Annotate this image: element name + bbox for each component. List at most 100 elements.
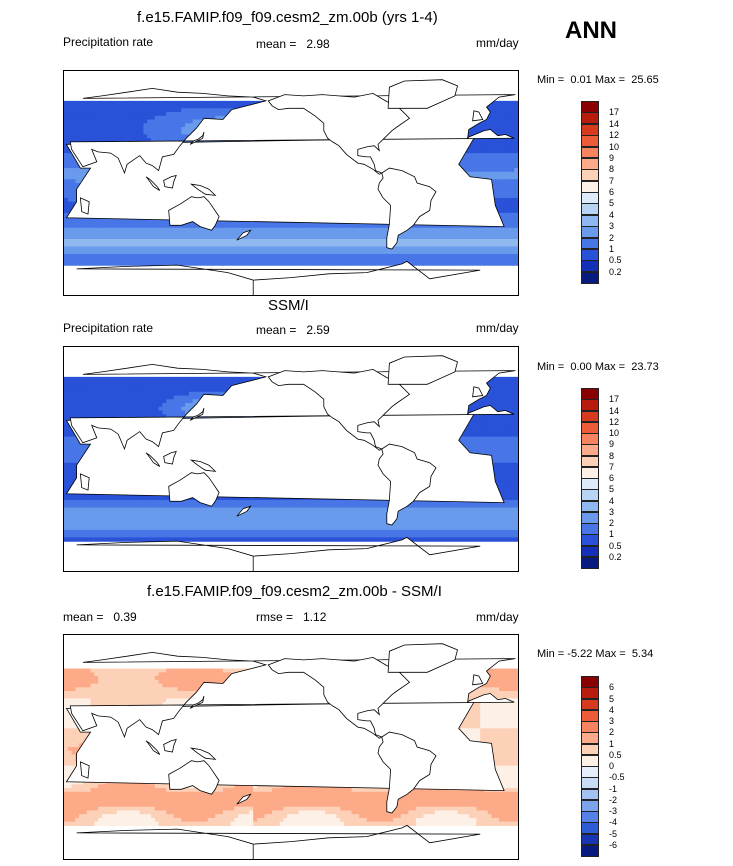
field-cell — [487, 227, 493, 233]
field-cell — [71, 168, 76, 173]
field-cell — [495, 153, 500, 158]
field-cell — [234, 104, 239, 109]
field-cell — [139, 115, 145, 121]
field-cell — [120, 224, 126, 229]
field-cell — [253, 231, 258, 236]
field-cell — [219, 115, 224, 121]
field-cell — [506, 112, 512, 117]
field-cell — [71, 156, 76, 162]
field-cell — [75, 231, 80, 236]
field-cell — [245, 235, 250, 240]
field-cell — [245, 224, 250, 229]
field-cell — [135, 224, 141, 229]
field-cell — [366, 235, 372, 240]
field-cell — [313, 250, 319, 255]
field-cell — [249, 250, 254, 255]
field-cell — [502, 153, 508, 158]
field-cell — [483, 227, 489, 233]
field-cell — [196, 227, 201, 233]
field-cell — [71, 175, 76, 180]
field-cell — [120, 138, 126, 143]
field-cell — [147, 119, 152, 124]
field-cell — [147, 134, 152, 139]
field-cell — [82, 138, 88, 143]
field-cell — [491, 250, 496, 255]
field-cell — [67, 227, 73, 233]
field-cell — [71, 138, 76, 143]
field-cell — [200, 246, 205, 251]
field-cell — [502, 164, 508, 169]
field-cell — [495, 250, 500, 255]
field-cell — [495, 246, 500, 251]
field-cell — [128, 127, 133, 132]
field-cell — [113, 108, 118, 113]
field-cell — [487, 160, 493, 165]
field-cell — [260, 253, 266, 259]
field-cell — [181, 104, 186, 109]
field-cell — [222, 231, 228, 236]
field-cell — [234, 224, 239, 229]
field-cell — [313, 253, 319, 259]
field-cell — [135, 246, 141, 251]
field-cell — [67, 239, 73, 244]
field-cell — [105, 134, 110, 139]
field-cell — [514, 175, 518, 180]
field-cell — [309, 227, 315, 233]
field-cell — [169, 246, 175, 251]
field-cell — [434, 227, 440, 233]
field-cell — [64, 194, 69, 199]
field-cell — [64, 253, 69, 259]
field-cell — [128, 108, 133, 113]
field-cell — [177, 246, 182, 251]
field-cell — [313, 235, 319, 240]
field-cell — [328, 242, 334, 248]
field-cell — [71, 235, 76, 240]
field-cell — [260, 250, 266, 255]
field-cell — [495, 197, 500, 203]
field-cell — [366, 250, 372, 255]
field-cell — [472, 141, 477, 147]
field-cell — [98, 112, 103, 117]
field-cell — [211, 239, 216, 244]
field-cell — [67, 220, 73, 225]
field-cell — [185, 130, 190, 136]
field-cell — [495, 242, 500, 248]
field-cell — [317, 235, 322, 240]
field-cell — [366, 242, 372, 248]
field-cell — [128, 104, 133, 109]
field-cell — [64, 227, 69, 233]
field-cell — [86, 123, 92, 128]
field-cell — [514, 220, 518, 225]
field-cell — [101, 119, 107, 124]
field-cell — [143, 134, 148, 139]
field-cell — [480, 145, 485, 150]
field-cell — [510, 250, 515, 255]
field-cell — [64, 138, 69, 143]
field-cell — [230, 220, 235, 225]
field-cell — [249, 220, 254, 225]
field-cell — [64, 123, 69, 128]
field-cell — [116, 100, 122, 106]
field-cell — [109, 100, 114, 106]
field-cell — [154, 220, 160, 225]
field-cell — [502, 239, 508, 244]
field-cell — [438, 235, 443, 240]
field-cell — [415, 235, 421, 240]
field-cell — [64, 179, 69, 184]
field-cell — [256, 231, 262, 236]
field-cell — [340, 224, 345, 229]
field-cell — [487, 141, 493, 147]
field-cell — [514, 201, 518, 206]
field-cell — [158, 220, 163, 225]
field-cell — [336, 231, 341, 236]
field-cell — [241, 253, 247, 259]
field-cell — [253, 235, 258, 240]
field-cell — [215, 224, 220, 229]
field-cell — [71, 183, 76, 188]
field-cell — [71, 115, 76, 121]
panel-1-map — [63, 70, 519, 296]
field-cell — [502, 227, 508, 233]
field-cell — [487, 235, 493, 240]
field-cell — [177, 119, 182, 124]
field-cell — [381, 239, 387, 244]
